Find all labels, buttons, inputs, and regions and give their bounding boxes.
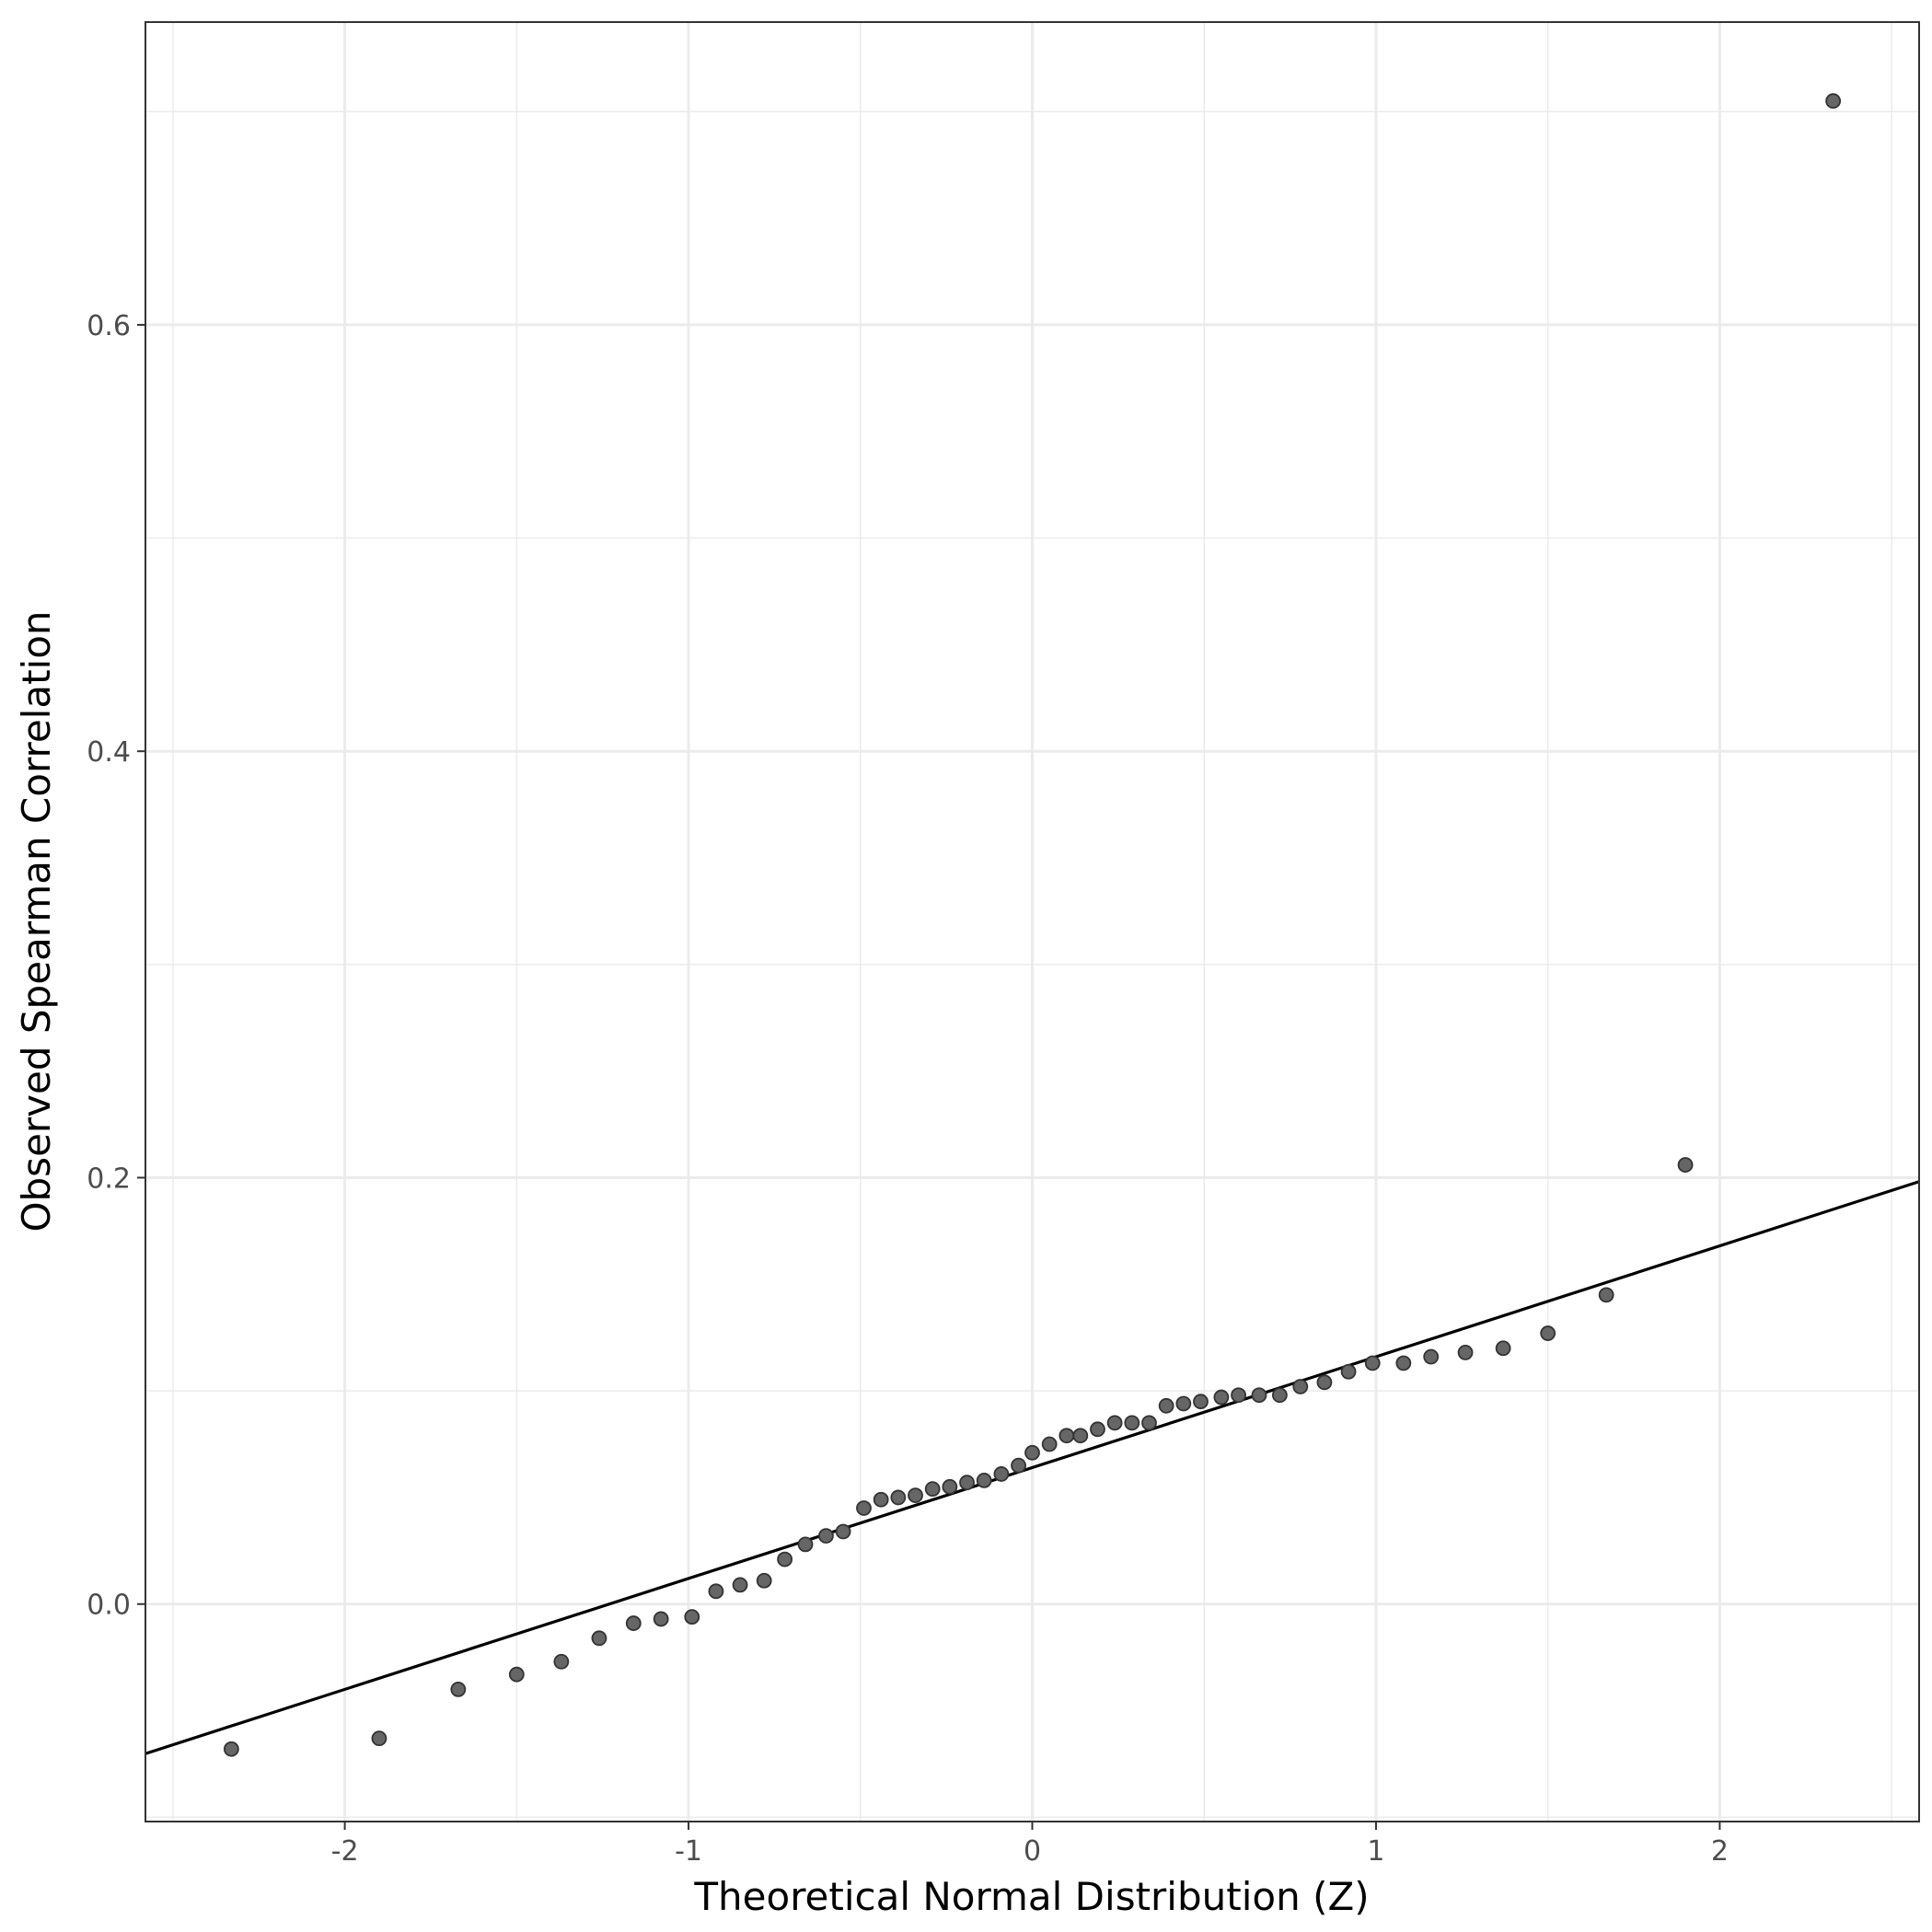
data-points xyxy=(223,93,1842,1757)
data-point xyxy=(942,1478,958,1495)
data-point xyxy=(1041,1436,1058,1452)
axes: -2 -1 0 1 2 0.0 0.2 0.4 0.6 xyxy=(87,310,1729,1868)
grid-lines xyxy=(145,22,1919,1822)
data-point xyxy=(684,1609,700,1625)
data-point xyxy=(625,1615,642,1631)
data-point xyxy=(1677,1157,1694,1173)
data-point xyxy=(1072,1428,1089,1444)
data-point xyxy=(818,1528,834,1544)
x-tick-label: 1 xyxy=(1367,1835,1384,1868)
data-point xyxy=(993,1466,1010,1482)
y-tick-label: 0.6 xyxy=(87,310,131,342)
x-tick-label: -2 xyxy=(331,1835,359,1868)
data-point xyxy=(1271,1387,1288,1404)
data-point xyxy=(890,1489,907,1506)
data-point xyxy=(1251,1387,1267,1404)
data-point xyxy=(653,1611,669,1627)
data-point xyxy=(1423,1348,1440,1365)
reference-line xyxy=(145,1180,1920,1755)
data-point xyxy=(976,1472,992,1488)
x-tick-label: 0 xyxy=(1024,1835,1041,1868)
data-point xyxy=(1193,1394,1209,1410)
data-point xyxy=(553,1653,570,1670)
data-point xyxy=(1231,1387,1246,1404)
data-point xyxy=(1316,1374,1333,1391)
data-point xyxy=(1175,1395,1192,1412)
data-point xyxy=(1158,1397,1174,1414)
data-point xyxy=(959,1475,975,1491)
data-point xyxy=(1340,1363,1357,1380)
data-point xyxy=(835,1523,851,1540)
y-tick-label: 0.2 xyxy=(87,1163,131,1195)
data-point xyxy=(1495,1340,1511,1357)
data-point xyxy=(1395,1355,1412,1371)
reference-line-group xyxy=(145,1180,1920,1755)
data-point xyxy=(1364,1355,1381,1371)
data-point xyxy=(708,1583,724,1600)
data-point xyxy=(1213,1389,1230,1406)
data-point xyxy=(1124,1415,1140,1431)
data-point xyxy=(591,1630,607,1647)
data-point xyxy=(1059,1428,1075,1444)
data-point xyxy=(371,1730,388,1747)
data-point xyxy=(856,1500,872,1516)
data-point xyxy=(797,1536,814,1553)
data-point xyxy=(223,1741,239,1757)
data-point xyxy=(873,1491,889,1508)
data-point xyxy=(450,1681,467,1697)
data-point xyxy=(924,1481,941,1498)
data-point xyxy=(1024,1444,1040,1461)
data-point xyxy=(908,1487,923,1503)
x-tick-label: -1 xyxy=(675,1835,702,1868)
data-point xyxy=(1141,1415,1157,1431)
data-point xyxy=(1540,1325,1556,1341)
y-axis-title: Observed Spearman Correlation xyxy=(14,610,59,1232)
data-point xyxy=(777,1551,793,1568)
data-point xyxy=(1011,1457,1026,1474)
data-point xyxy=(508,1666,525,1683)
data-point xyxy=(1457,1345,1474,1360)
x-tick-label: 2 xyxy=(1711,1835,1729,1868)
data-point xyxy=(756,1572,772,1589)
data-point xyxy=(1292,1379,1309,1394)
y-tick-label: 0.4 xyxy=(87,736,131,769)
x-axis-title: Theoretical Normal Distribution (Z) xyxy=(693,1874,1369,1919)
data-point xyxy=(732,1577,748,1593)
data-point xyxy=(1106,1415,1123,1431)
data-point xyxy=(1090,1421,1105,1438)
y-tick-label: 0.0 xyxy=(87,1590,131,1622)
data-point xyxy=(1598,1287,1614,1303)
data-point xyxy=(1825,93,1842,110)
